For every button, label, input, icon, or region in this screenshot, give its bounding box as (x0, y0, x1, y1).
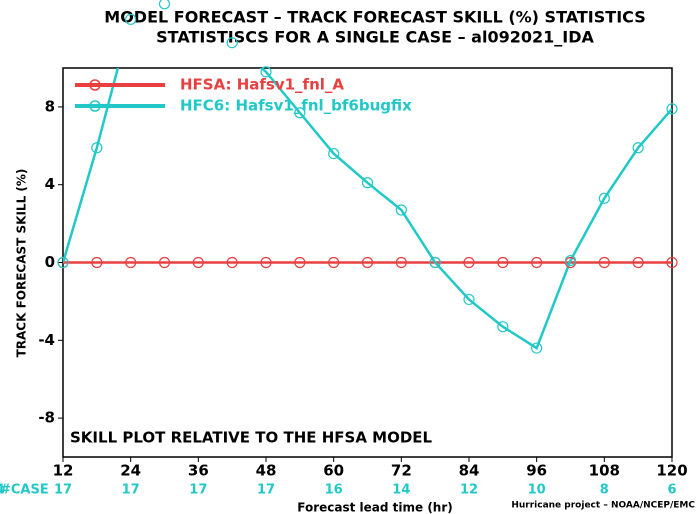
x-tick-label: 84 (459, 462, 480, 480)
case-label: #CASE (0, 483, 49, 498)
y-tick-label: 8 (45, 97, 55, 115)
legend-marker (89, 100, 101, 112)
legend-label: HFSA: Hafsv1_fnl_A (180, 76, 344, 94)
point-marker (632, 256, 644, 269)
point-marker (91, 256, 103, 269)
point-marker (158, 256, 171, 269)
point-marker (463, 293, 475, 306)
chart-title: MODEL FORECAST – TRACK FORECAST SKILL (%… (104, 8, 645, 27)
point-marker (463, 256, 475, 269)
y-tick-label: -8 (38, 409, 55, 427)
case-count: 10 (528, 483, 546, 498)
point-marker (125, 256, 137, 269)
point-marker (564, 254, 577, 267)
case-count: 14 (392, 483, 410, 498)
case-count: 16 (325, 483, 343, 498)
case-count: 12 (460, 483, 478, 498)
plot-area (63, 68, 672, 350)
point-marker (531, 256, 543, 269)
case-count: 8 (600, 483, 609, 498)
point-marker (666, 103, 678, 115)
annotation: SKILL PLOT RELATIVE TO THE HFSA MODEL (70, 429, 433, 447)
y-tick-label: 0 (45, 253, 55, 271)
x-tick-label: 36 (188, 462, 209, 480)
x-tick-label: 120 (656, 462, 687, 480)
case-count: 6 (667, 483, 676, 498)
case-count: 17 (189, 483, 207, 498)
point-marker (328, 147, 340, 160)
footer: Hurricane project – NOAA/NCEP/EMC (511, 501, 695, 511)
point-marker (328, 256, 340, 269)
point-marker (260, 66, 272, 78)
case-count: 17 (54, 483, 72, 498)
chart-subtitle: STATISTISCS FOR A SINGLE CASE – al092021… (156, 28, 594, 47)
point-marker (598, 192, 610, 204)
x-tick-label: 24 (120, 462, 141, 480)
point-marker (497, 321, 509, 333)
legend-label: HFC6: Hafsv1_fnl_bf6bugfix (180, 97, 412, 115)
case-count: 17 (257, 483, 275, 498)
point-marker (429, 256, 441, 269)
point-marker (260, 256, 272, 269)
point-marker (226, 256, 238, 269)
point-marker (226, 37, 238, 49)
point-marker (158, 0, 171, 10)
point-marker (395, 204, 407, 216)
x-tick-label: 60 (323, 462, 344, 480)
series-line (63, 68, 672, 350)
y-tick-label: -4 (38, 331, 55, 349)
x-tick-label: 12 (53, 462, 74, 480)
legend-marker (89, 79, 101, 91)
x-tick-label: 48 (256, 462, 277, 480)
point-marker (361, 177, 374, 189)
case-count: 4 (0, 483, 5, 498)
x-tick-label: 72 (391, 462, 412, 480)
case-count: 17 (122, 483, 140, 498)
point-marker (91, 142, 103, 154)
x-tick-label: 96 (526, 462, 547, 480)
x-tick-label: 108 (589, 462, 620, 480)
point-marker (598, 256, 610, 269)
point-marker (497, 256, 509, 269)
point-marker (666, 256, 678, 269)
y-tick-label: 4 (45, 175, 55, 193)
point-marker (192, 256, 204, 269)
point-marker (294, 107, 306, 119)
point-marker (294, 256, 306, 269)
point-marker (531, 342, 543, 354)
point-marker (361, 256, 374, 269)
x-axis-label: Forecast lead time (hr) (297, 501, 453, 514)
point-marker (632, 142, 644, 154)
y-axis-label: TRACK FORECAST SKILL (%) (15, 169, 29, 358)
point-marker (125, 13, 137, 25)
point-marker (57, 256, 69, 269)
point-marker (395, 256, 407, 269)
